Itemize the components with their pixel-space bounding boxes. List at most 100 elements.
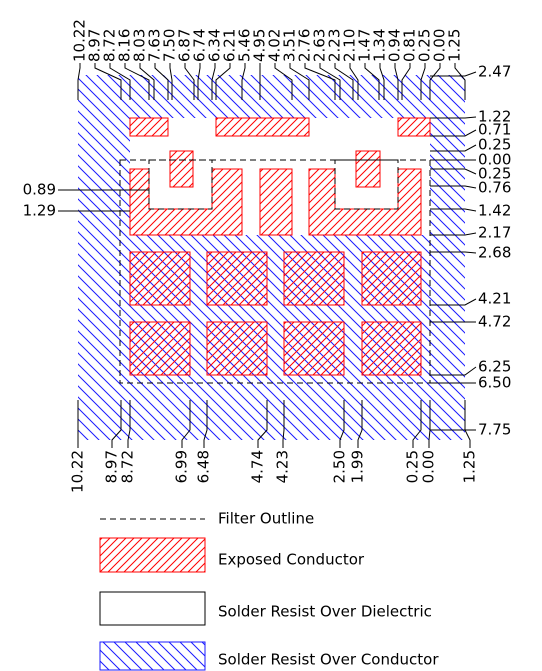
dimension-label: 8.72 <box>101 29 119 62</box>
dimension-label: 2.63 <box>311 29 329 62</box>
dimension-label: 0.00 <box>478 151 511 169</box>
leader-line <box>274 63 293 100</box>
pad <box>129 117 169 137</box>
dimension-label: 1.42 <box>478 202 511 220</box>
dimension-label: 1.29 <box>23 202 56 220</box>
dimension-label: 1.99 <box>349 450 367 483</box>
dimension-label: 0.25 <box>404 450 422 483</box>
leader-line <box>364 63 380 100</box>
leader-line <box>379 63 385 100</box>
pad <box>259 168 293 236</box>
leader-line <box>257 400 268 448</box>
dimension-label: 1.25 <box>461 450 479 483</box>
dimension-label: 2.76 <box>296 29 314 62</box>
dimension-label: 4.21 <box>478 290 511 308</box>
pad <box>169 150 194 188</box>
dimension-label: 7.75 <box>478 421 511 439</box>
pad <box>355 150 381 188</box>
dimension-label: 1.22 <box>478 108 511 126</box>
pad <box>206 321 268 376</box>
leader-line <box>464 400 471 448</box>
pad <box>129 321 191 376</box>
leader-line <box>203 400 208 448</box>
leader-line <box>339 400 345 448</box>
filter-outline <box>119 159 431 384</box>
dimension-label: 4.95 <box>251 29 269 62</box>
leader-line <box>430 251 477 254</box>
leader-line <box>94 63 122 100</box>
dimension-label: 6.74 <box>191 29 209 62</box>
leader-line <box>304 63 336 100</box>
filter-outline <box>148 159 213 210</box>
leader-line <box>454 63 466 100</box>
leader-line <box>109 63 131 100</box>
legend-swatch <box>99 591 206 626</box>
leader-line <box>430 129 477 137</box>
dimension-label: 2.17 <box>478 224 511 242</box>
dimension-label: 0.94 <box>386 29 404 62</box>
dimension-label: 6.50 <box>478 374 511 392</box>
dimension-label: 5.46 <box>236 29 254 62</box>
leader-line <box>241 63 246 100</box>
leader-line <box>154 63 169 100</box>
dimension-label: 1.25 <box>446 29 464 62</box>
leader-line <box>430 232 477 236</box>
dimension-label: 4.23 <box>274 450 292 483</box>
legend-label: Exposed Conductor <box>218 551 365 569</box>
dimension-label: 6.48 <box>195 450 213 483</box>
leader-line <box>215 63 231 100</box>
leader-line <box>429 63 441 100</box>
dimension-label: 4.74 <box>249 450 267 483</box>
leader-line <box>169 63 173 100</box>
dimension-label: 4.02 <box>266 29 284 62</box>
leader-line <box>428 400 431 448</box>
leader-line <box>430 208 477 212</box>
leader-line <box>77 63 81 100</box>
leader-line <box>319 63 341 100</box>
dimension-label: 2.23 <box>326 29 344 62</box>
dimension-label: 0.00 <box>431 29 449 62</box>
filter-outlines <box>119 159 431 384</box>
dimension-label: 7.63 <box>146 29 164 62</box>
dimension-label: 1.47 <box>356 29 374 62</box>
leader-line <box>430 168 477 175</box>
leader-line <box>124 63 150 100</box>
dimension-label: 6.21 <box>221 29 239 62</box>
dimension-label: 8.03 <box>131 29 149 62</box>
leader-line <box>394 63 399 100</box>
dimension-label: 8.97 <box>86 29 104 62</box>
legend: Filter Outline Exposed Conductor Solder … <box>99 510 439 671</box>
dimension-label: 0.76 <box>478 179 511 197</box>
leader-line <box>420 63 426 100</box>
dimension-label: 1.34 <box>371 29 389 62</box>
dimension-label: 0.00 <box>420 450 438 483</box>
leader-line <box>211 63 216 100</box>
dimension-label: 8.16 <box>116 29 134 62</box>
pad <box>129 251 191 306</box>
dimension-label: 6.34 <box>206 29 224 62</box>
dimension-label: 2.47 <box>478 63 511 81</box>
leader-line <box>181 400 191 448</box>
leader-line <box>412 400 422 448</box>
pad <box>283 251 345 306</box>
leader-line <box>430 185 477 189</box>
dimension-label: 6.99 <box>173 450 191 483</box>
dimension-label: 0.25 <box>416 29 434 62</box>
leader-line <box>430 116 477 119</box>
dimension-label: 0.89 <box>23 181 56 199</box>
dimension-label: 6.87 <box>176 29 194 62</box>
dimension-label: 8.72 <box>119 450 137 483</box>
pad <box>283 321 345 376</box>
legend-swatch <box>99 641 206 671</box>
pad <box>397 117 431 137</box>
leader-line <box>197 63 201 100</box>
dimension-label: 2.10 <box>341 29 359 62</box>
leader-line <box>289 63 310 100</box>
pad <box>215 117 310 137</box>
exposed-pads <box>129 117 431 376</box>
dimension-label: 10.22 <box>69 450 87 493</box>
leader-line <box>127 400 131 448</box>
dimension-label: 8.97 <box>103 450 121 483</box>
dimension-label: 0.25 <box>478 165 511 183</box>
